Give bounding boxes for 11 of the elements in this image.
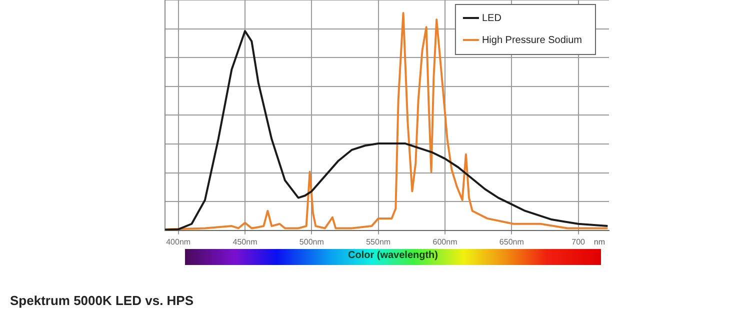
x-tick-label: 650nm	[499, 237, 524, 246]
x-tick-label: 600nm	[432, 237, 458, 246]
text: Spektrum 5000K LED vs. HPS	[10, 293, 194, 308]
x-tick-label: 550nm	[366, 237, 391, 246]
x-tick-label: 450nm	[232, 237, 258, 246]
x-tick-label: 700	[572, 237, 586, 246]
legend-label: High Pressure Sodium	[482, 34, 582, 46]
x-axis-title: nm	[594, 238, 606, 247]
x-tick-label: 500nm	[299, 237, 324, 246]
x-tick-label: 400nm	[166, 237, 191, 246]
legend-label: LED	[482, 12, 502, 24]
